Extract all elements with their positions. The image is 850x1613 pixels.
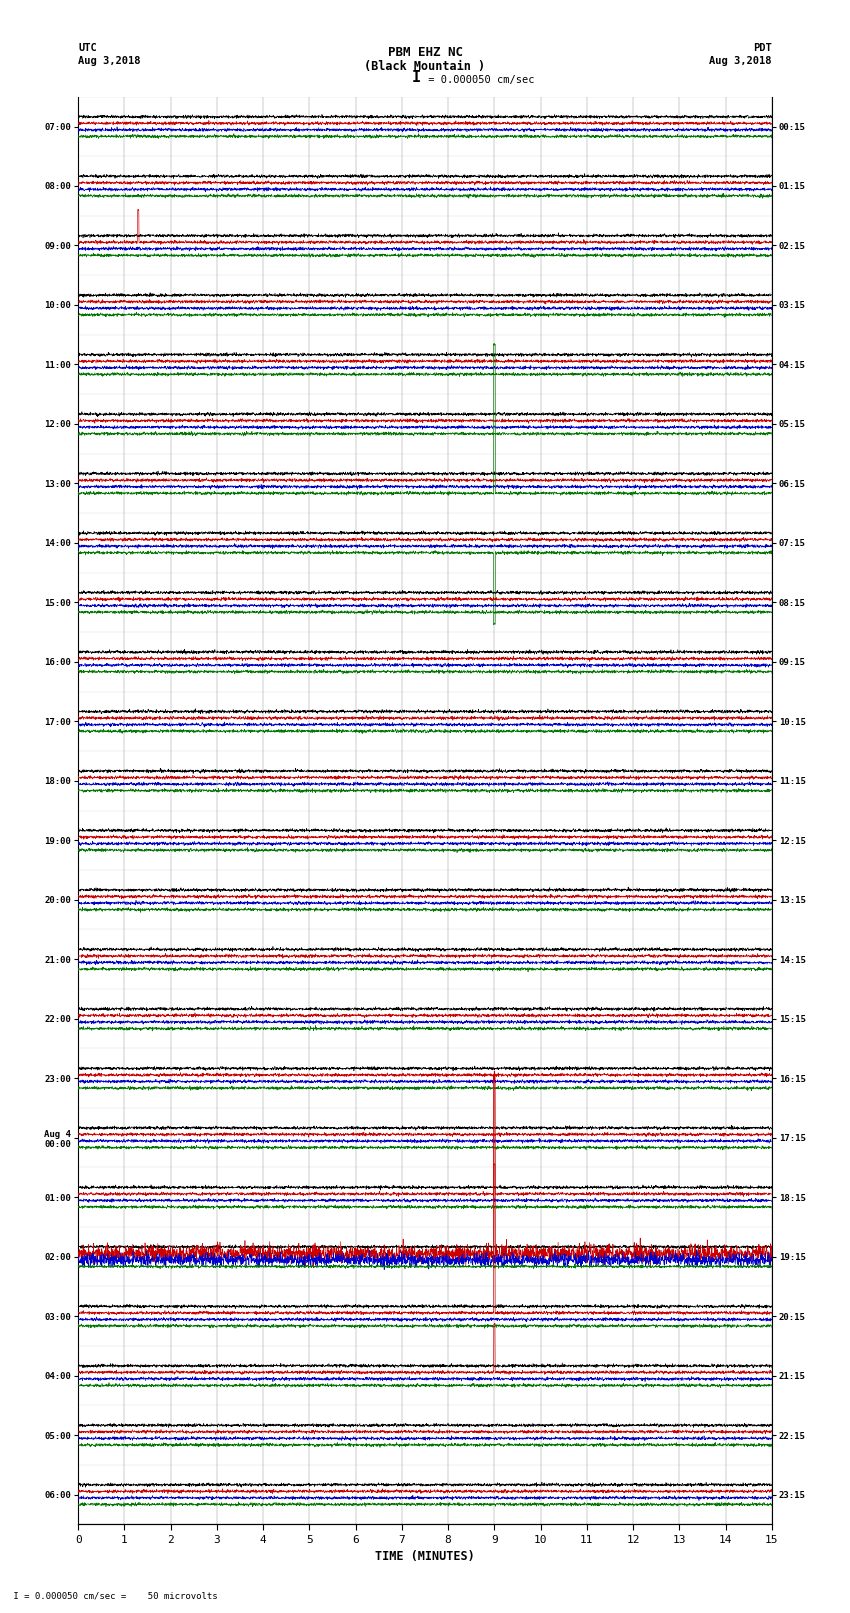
Text: UTC: UTC	[78, 44, 97, 53]
Text: (Black Mountain ): (Black Mountain )	[365, 60, 485, 73]
Text: PDT: PDT	[753, 44, 772, 53]
Text: Aug 3,2018: Aug 3,2018	[709, 56, 772, 66]
Text: = 0.000050 cm/sec: = 0.000050 cm/sec	[422, 76, 535, 85]
Text: Aug 3,2018: Aug 3,2018	[78, 56, 141, 66]
Text: PBM EHZ NC: PBM EHZ NC	[388, 45, 462, 58]
Text: I: I	[411, 71, 421, 85]
X-axis label: TIME (MINUTES): TIME (MINUTES)	[375, 1550, 475, 1563]
Text: I = 0.000050 cm/sec =    50 microvolts: I = 0.000050 cm/sec = 50 microvolts	[8, 1590, 218, 1600]
